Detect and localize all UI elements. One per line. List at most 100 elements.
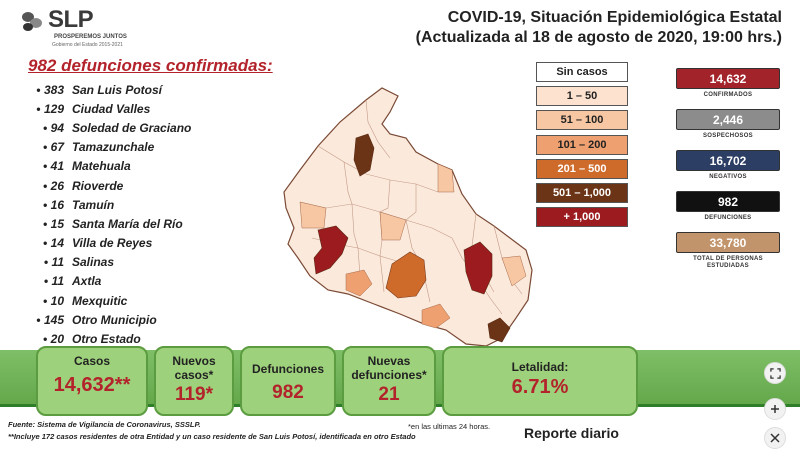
map-region-51-100-c [379,211,407,241]
card-nuevas-defunciones-label: Nuevas defunciones* [344,348,434,382]
municipality-name: Tamuín [72,197,115,212]
map-region-51-100-b [501,255,527,287]
municipality-count: 11 [30,255,72,269]
logo-text: SLP [48,6,94,33]
municipality-name: Santa María del Río [72,216,183,231]
fullscreen-icon [769,367,781,379]
card-casos-value: 14,632** [53,374,131,396]
municipality-count: 11 [30,274,72,288]
legend-item: + 1,000 [536,207,628,228]
municipality-count: 15 [30,217,72,231]
municipality-count: 383 [30,83,72,97]
municipality-name: Soledad de Graciano [72,120,192,135]
deaths-heading: 982 defunciones confirmadas: [28,56,273,75]
municipality-count: 16 [30,198,72,212]
map-region-101-200-b [421,303,451,329]
municipality-count: 26 [30,179,72,193]
stat-label: SOSPECHOSOS [703,133,753,139]
logo-mark-icon [22,12,42,31]
municipality-name: Villa de Reyes [72,236,153,251]
fullscreen-button[interactable] [764,362,786,384]
stats-panel: 14,632 CONFIRMADOS 2,446 SOSPECHOSOS 16,702 N… [676,68,780,273]
footer-source: Fuente: Sistema de Vigilancia de Coronav… [8,420,201,429]
municipality-count: 10 [30,294,72,308]
stat-label: TOTAL DE PERSONAS ESTUDIADAS [693,256,763,269]
stat-value: 982 [676,191,780,212]
municipality-name: Mexquitic [72,293,128,308]
map-legend: Sin casos 1 – 50 51 – 100 101 – 200 201 – 50… [536,62,628,231]
municipality-name: Tamazunchale [72,140,155,155]
card-letalidad: Letalidad: 6.71% [442,346,638,416]
card-defunciones-value: 982 [272,382,304,403]
legend-item: 201 – 500 [536,158,628,179]
legend-item: 101 – 200 [536,134,628,155]
state-map [283,87,533,347]
card-nuevas-defunciones-label-2: defunciones* [351,368,427,382]
card-casos: Casos 14,632** [36,346,148,416]
legend-item: Sin casos [536,62,628,82]
logo-subtitle: Gobierno del Estado 2015-2021 [52,42,123,48]
stat-value: 33,780 [676,232,780,253]
card-nuevos-casos: Nuevos casos* 119* [154,346,234,416]
municipality-count: 129 [30,102,72,116]
municipality-count: 41 [30,159,72,173]
municipality-name: Otro Estado [72,332,141,347]
map-region-201-500-huasteca [487,317,511,343]
card-letalidad-label: Letalidad: [511,360,569,374]
municipality-count: 145 [30,313,72,327]
municipality-name: Rioverde [72,178,124,193]
stat-value: 2,446 [676,109,780,130]
municipality-name: Matehuala [72,159,131,174]
footer-note: **Incluye 172 casos residentes de otra E… [8,432,416,441]
map-region-201-500-rioverde [385,251,427,299]
stat-label: NEGATIVOS [709,174,747,180]
card-nuevas-defunciones-value: 21 [378,384,400,405]
card-nuevos-casos-label-1: Nuevos [172,354,216,368]
footnote: *en las ultimas 24 horas. [408,422,491,431]
map-region-101-200-a [345,269,373,297]
stat-value: 16,702 [676,150,780,171]
card-nuevos-casos-label-2: casos* [174,368,214,382]
municipality-count: 94 [30,121,72,135]
logo-slogan: PROSPEREMOS JUNTOS [54,34,127,40]
card-nuevos-casos-label: Nuevos casos* [156,348,232,382]
municipality-name: Otro Municipio [72,312,157,327]
page-title: COVID-19, Situación Epidemiológica Estat… [362,8,782,48]
zoom-in-button[interactable] [764,398,786,420]
slp-logo: SLP PROSPEREMOS JUNTOS Gobierno del Esta… [18,6,128,50]
card-defunciones-label: Defunciones [251,362,324,376]
map-region-plus-1000-valles [463,241,493,295]
close-button[interactable] [764,427,786,449]
municipality-name: Salinas [72,255,115,270]
municipality-count: 20 [30,332,72,346]
stat-label: CONFIRMADOS [703,92,753,98]
card-letalidad-value: 6.71% [511,376,569,398]
legend-item: 1 – 50 [536,86,628,107]
municipality-count: 67 [30,140,72,154]
municipality-count: 14 [30,236,72,250]
close-icon [770,433,780,443]
card-nuevas-defunciones: Nuevas defunciones* 21 [342,346,436,416]
card-casos-label: Casos [73,354,111,368]
card-nuevas-defunciones-label-1: Nuevas [367,354,411,368]
card-defunciones: Defunciones 982 [240,346,336,416]
report-label: Reporte diario [524,425,619,441]
municipality-name: Axtla [72,274,102,289]
title-line-1: COVID-19, Situación Epidemiológica Estat… [447,9,782,26]
municipality-name: Ciudad Valles [72,101,151,116]
legend-item: 501 – 1,000 [536,182,628,203]
legend-item: 51 – 100 [536,110,628,131]
